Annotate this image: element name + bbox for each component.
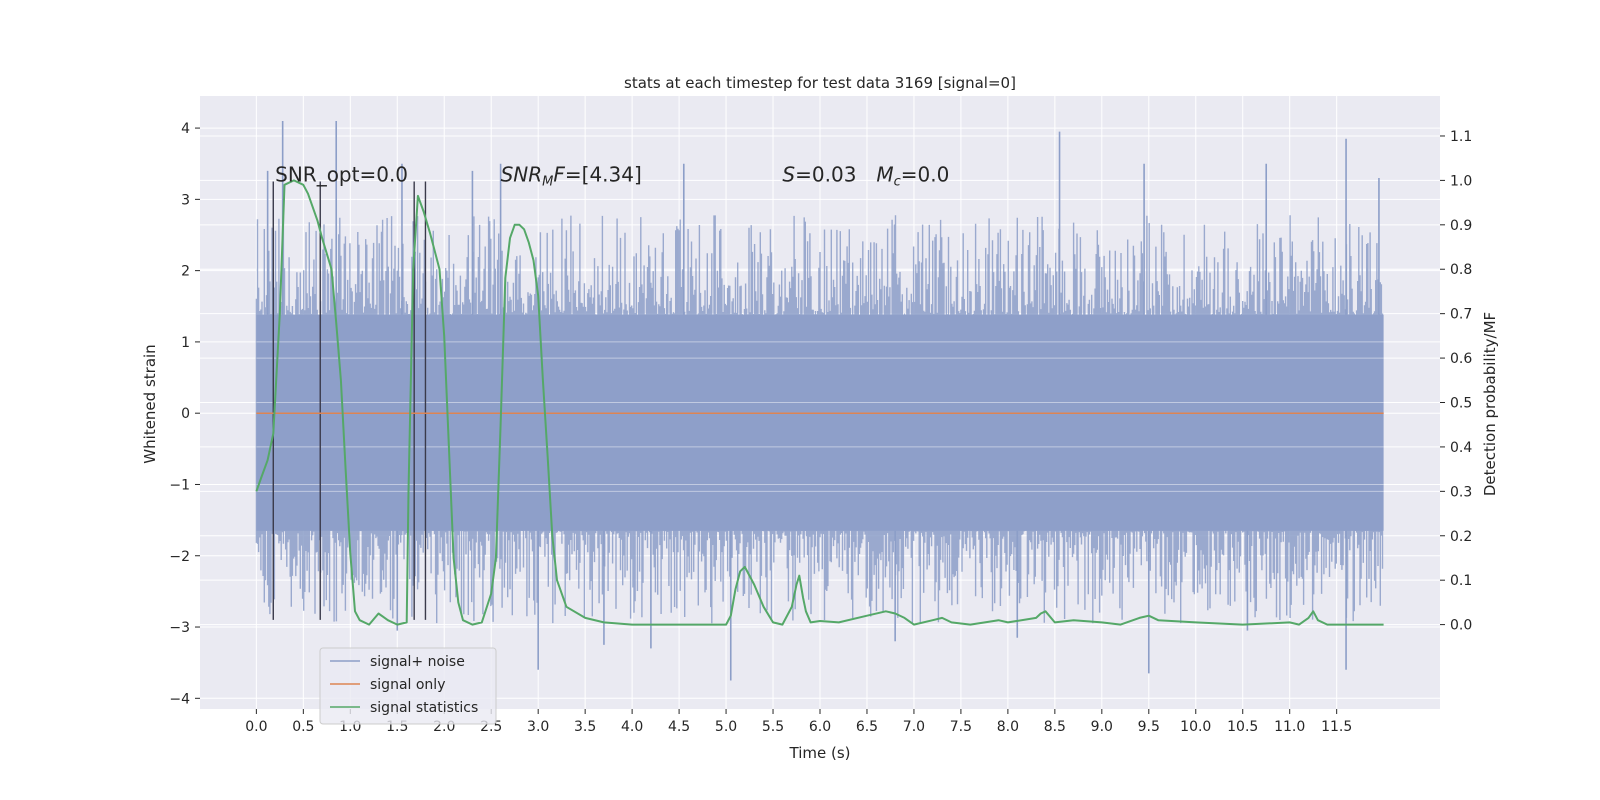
signal-statistics-line [255,179,1384,626]
x-tick-label: 10.5 [1227,719,1258,735]
legend: signal+ noise signal only signal statist… [319,647,497,725]
x-tick-label: 5.0 [715,719,737,735]
y2-tick-label: 0.3 [1450,484,1472,500]
y-axis-label: Whitened strain [141,344,159,463]
x-tick-label: 7.0 [903,719,925,735]
x-tick-label: 4.5 [668,719,690,735]
x-tick-label: 5.5 [762,719,784,735]
ticks: 0.0 0.5 1.0 1.5 2.0 2.5 3.0 3.5 4.0 4.5 5.0 5.5 6.0 6… [169,121,1472,735]
x-tick-label: 0.5 [292,719,314,735]
y2-tick-label: 0.4 [1450,440,1472,456]
annotation-snr-opt: SNR_opt=0.0 [275,163,408,187]
y2-tick-label: 0.9 [1450,218,1472,234]
x-axis-label: Time (s) [789,744,851,762]
chart-title: stats at each timestep for test data 316… [624,74,1016,92]
y2-tick-label: 1.1 [1450,129,1472,145]
y2-tick-label: 0.5 [1450,396,1472,412]
y2-tick-label: 0.0 [1450,618,1472,634]
legend-label-signal-only: signal only [370,677,445,693]
marker-lines [272,181,427,620]
y2-tick-label: 0.1 [1450,573,1472,589]
y2-tick-label: 0.8 [1450,262,1472,278]
x-tick-label: 7.5 [950,719,972,735]
annotations: SNR_opt=0.0 SNRMF=[4.34] S=0.03 Mc=0.0 [275,163,949,190]
x-tick-label: 3.5 [574,719,596,735]
x-tick-label: 9.0 [1091,719,1113,735]
x-tick-label: 3.0 [527,719,549,735]
legend-label-signal-statistics: signal statistics [370,700,478,716]
y2-tick-label: 1.0 [1450,173,1472,189]
x-tick-label: 6.0 [809,719,831,735]
x-tick-label: 4.0 [621,719,643,735]
y-tick-label: 0 [181,406,190,422]
noise-envelope [255,215,1384,624]
x-tick-label: 11.5 [1321,719,1352,735]
y2-tick-label: 0.7 [1450,307,1472,323]
legend-box [319,647,497,725]
y-tick-label: 4 [181,121,190,137]
legend-label-signal-noise: signal+ noise [370,654,465,670]
annotation-snr-mf: SNRMF=[4.34] [501,163,642,190]
y2-tick-label: 0.2 [1450,529,1472,545]
x-tick-label: 10.0 [1180,719,1211,735]
x-tick-label: 11.0 [1274,719,1305,735]
y-tick-label: −2 [169,549,190,565]
y-tick-label: 1 [181,335,190,351]
y2-axis-label: Detection probability/MF [1481,312,1499,496]
y-tick-label: −1 [169,477,190,493]
series-signal-statistics [255,179,1384,626]
x-tick-label: 8.0 [997,719,1019,735]
x-tick-label: 6.5 [856,719,878,735]
x-tick-label: 0.0 [245,719,267,735]
annotation-s: S=0.03 [782,163,856,187]
x-tick-label: 9.5 [1138,719,1160,735]
x-tick-label: 8.5 [1044,719,1066,735]
y-tick-label: 3 [181,192,190,208]
y-tick-label: 2 [181,264,190,280]
annotation-mc: Mc=0.0 [876,163,949,190]
y2-tick-label: 0.6 [1450,351,1472,367]
y-tick-label: −3 [169,620,190,636]
y-tick-label: −4 [169,691,190,707]
